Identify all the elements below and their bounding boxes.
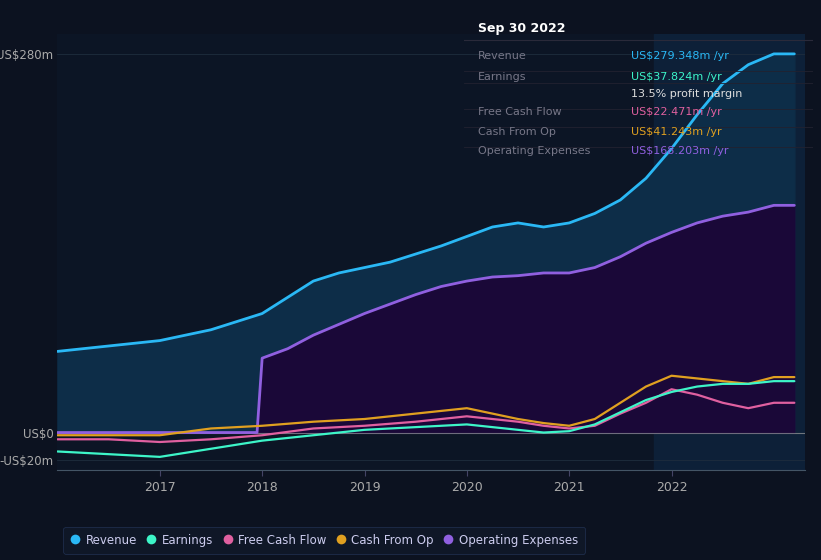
Text: Revenue: Revenue [478, 50, 526, 60]
Text: US$37.824m /yr: US$37.824m /yr [631, 72, 722, 82]
Text: Cash From Op: Cash From Op [478, 127, 556, 137]
Text: 13.5% profit margin: 13.5% profit margin [631, 88, 743, 99]
Text: Earnings: Earnings [478, 72, 526, 82]
Text: Operating Expenses: Operating Expenses [478, 147, 590, 156]
Legend: Revenue, Earnings, Free Cash Flow, Cash From Op, Operating Expenses: Revenue, Earnings, Free Cash Flow, Cash … [63, 526, 585, 554]
Text: Sep 30 2022: Sep 30 2022 [478, 22, 566, 35]
Text: US$41.243m /yr: US$41.243m /yr [631, 127, 722, 137]
Bar [654, 34, 805, 470]
Text: US$168.203m /yr: US$168.203m /yr [631, 147, 729, 156]
Text: Free Cash Flow: Free Cash Flow [478, 107, 562, 117]
Text: US$279.348m /yr: US$279.348m /yr [631, 50, 729, 60]
Text: US$22.471m /yr: US$22.471m /yr [631, 107, 722, 117]
